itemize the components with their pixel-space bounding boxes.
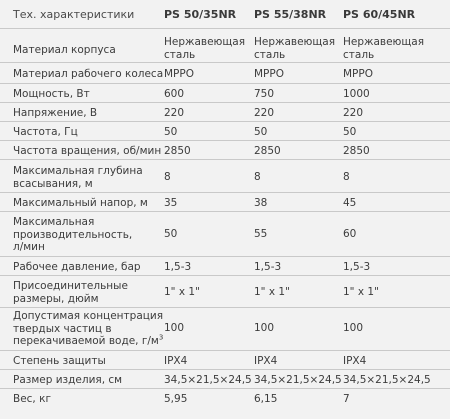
row-value: 5,95 (164, 393, 188, 405)
row-value: Нержавеющая сталь (164, 36, 246, 61)
row-value: 1" x 1" (343, 286, 379, 298)
table-row: Напряжение, В 220 220 220 (0, 102, 450, 121)
table-row: Максимальный напор, м 35 38 45 (0, 192, 450, 211)
row-value: 50 (343, 126, 357, 138)
row-value: IPX4 (343, 355, 367, 367)
row-value: 220 (254, 107, 275, 119)
row-value: 100 (343, 322, 364, 334)
row-value: 50 (254, 126, 268, 138)
table-row: Частота, Гц 50 50 50 (0, 121, 450, 140)
row-value: 1000 (343, 88, 370, 100)
row-value: 1,5-3 (254, 261, 282, 273)
row-label: Максимальная глубина всасывания, м (13, 165, 143, 190)
row-value: 55 (254, 228, 268, 240)
row-value: 1" x 1" (164, 286, 200, 298)
row-label: Материал корпуса (13, 44, 116, 56)
table-row: Рабочее давление, бар 1,5-3 1,5-3 1,5-3 (0, 256, 450, 275)
row-label: Частота вращения, об/мин (13, 145, 162, 157)
row-label: Степень защиты (13, 355, 106, 367)
row-value: 100 (254, 322, 275, 334)
table-row: Допустимая концентрация твердых частиц в… (0, 307, 450, 347)
superscript: 3 (158, 333, 164, 342)
model-name: PS 60/45NR (343, 8, 416, 21)
row-value: 1,5-3 (343, 261, 371, 273)
row-value: 220 (343, 107, 364, 119)
row-label: Материал рабочего колеса (13, 68, 164, 80)
row-value: 50 (164, 228, 178, 240)
row-value: IPX4 (254, 355, 278, 367)
table-header: Тех. характеристики PS 50/35NR PS 55/38N… (0, 0, 450, 28)
row-value: 220 (164, 107, 185, 119)
table-row: Мощность, Вт 600 750 1000 (0, 83, 450, 102)
row-label: Напряжение, В (13, 107, 98, 119)
row-label: Мощность, Вт (13, 88, 90, 100)
model-name: PS 50/35NR (164, 8, 237, 21)
row-value: 50 (164, 126, 178, 138)
table-row: Частота вращения, об/мин 2850 2850 2850 (0, 140, 450, 159)
row-value: 750 (254, 88, 275, 100)
row-value: 8 (254, 171, 261, 183)
table-row: Степень защиты IPX4 IPX4 IPX4 (0, 350, 450, 369)
row-label: Присоединительные размеры, дюйм (13, 280, 128, 305)
row-value: 6,15 (254, 393, 278, 405)
row-value: 8 (164, 171, 171, 183)
row-value: MPPO (164, 68, 194, 80)
row-value: 34,5×21,5×24,5 (343, 374, 431, 386)
table-row: Максимальная глубина всасывания, м 8 8 8 (0, 159, 450, 192)
row-value: MPPO (343, 68, 373, 80)
row-value: 8 (343, 171, 350, 183)
row-value: 100 (164, 322, 185, 334)
table-row: Присоединительные размеры, дюйм 1" x 1" … (0, 275, 450, 307)
table-row: Материал рабочего колеса MPPO MPPO MPPO (0, 62, 450, 83)
row-value: MPPO (254, 68, 284, 80)
row-value: 45 (343, 197, 357, 209)
model-name: PS 55/38NR (254, 8, 327, 21)
row-value: 2850 (164, 145, 191, 157)
row-value: 7 (343, 393, 350, 405)
table-row: Максимальная производительность, л/мин 5… (0, 211, 450, 256)
row-value: 38 (254, 197, 268, 209)
row-label-text: Допустимая концентрация твердых частиц в… (13, 310, 164, 347)
row-value: 600 (164, 88, 185, 100)
table-row: Вес, кг 5,95 6,15 7 (0, 388, 450, 410)
row-label: Частота, Гц (13, 126, 78, 138)
row-value: IPX4 (164, 355, 188, 367)
row-value: 60 (343, 228, 357, 240)
table-row: Материал корпуса Нержавеющая сталь Нержа… (0, 28, 450, 62)
row-label: Максимальный напор, м (13, 197, 148, 209)
row-value: 1" x 1" (254, 286, 290, 298)
header-label: Тех. характеристики (13, 8, 135, 21)
row-value: 2850 (254, 145, 281, 157)
row-value: 34,5×21,5×24,5 (254, 374, 342, 386)
row-value: Нержавеющая сталь (343, 36, 425, 61)
row-label: Максимальная производительность, л/мин (13, 216, 133, 253)
row-value: 35 (164, 197, 178, 209)
row-value: Нержавеющая сталь (254, 36, 336, 61)
row-value: 34,5×21,5×24,5 (164, 374, 252, 386)
row-label: Допустимая концентрация твердых частиц в… (13, 310, 168, 348)
row-value: 2850 (343, 145, 370, 157)
row-label: Размер изделия, см (13, 374, 123, 386)
row-label: Рабочее давление, бар (13, 261, 141, 273)
table-row: Размер изделия, см 34,5×21,5×24,5 34,5×2… (0, 369, 450, 388)
row-value: 1,5-3 (164, 261, 192, 273)
row-label: Вес, кг (13, 393, 51, 405)
